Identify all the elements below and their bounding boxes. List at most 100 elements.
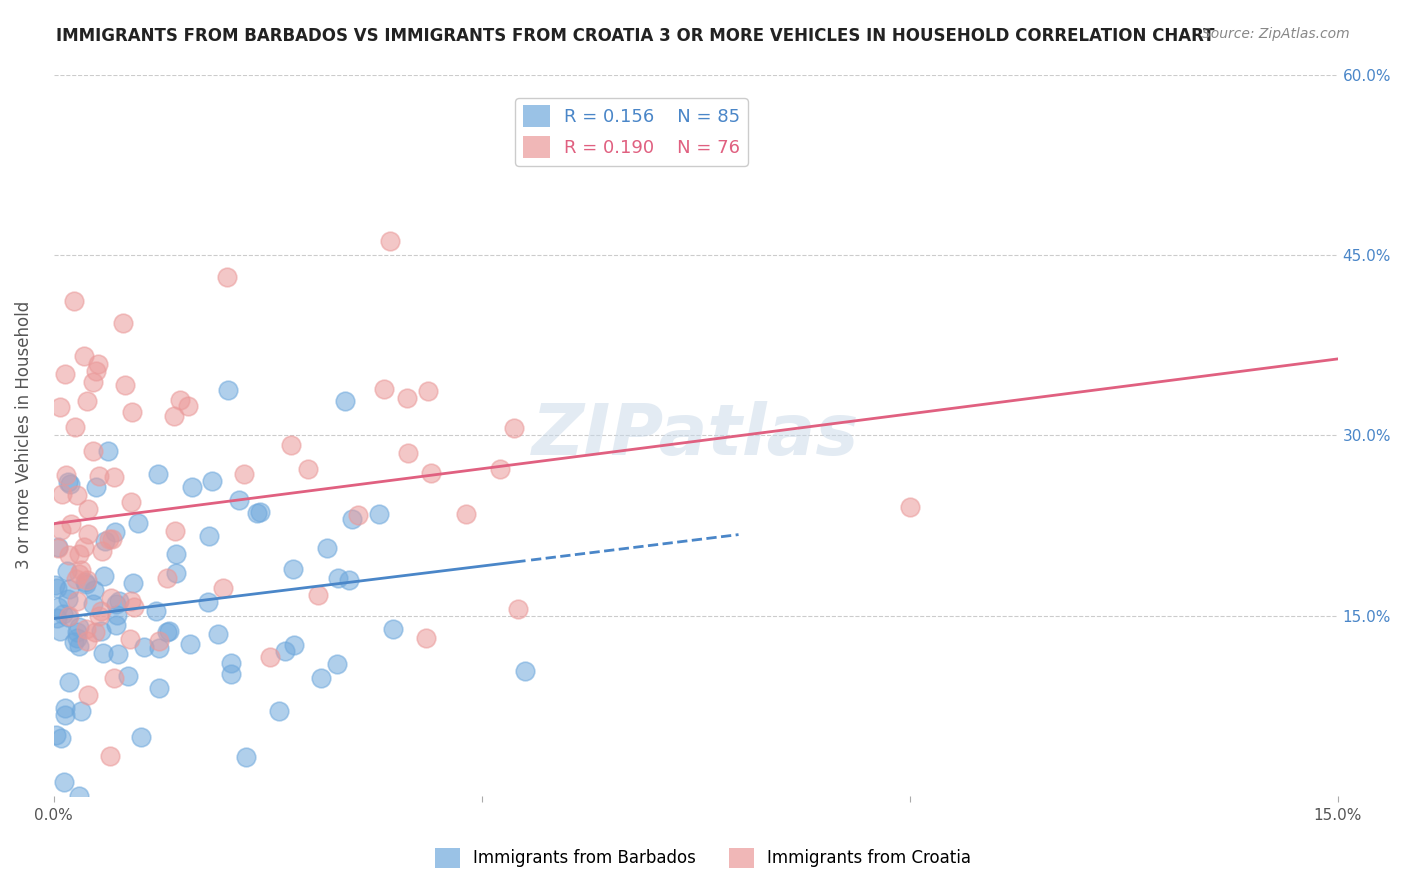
Immigrants from Croatia [100, 591, 122, 606]
Immigrants from Barbados [90, 624, 112, 638]
Immigrants from Barbados [49, 624, 72, 639]
Immigrants from Croatia [55, 467, 77, 482]
Immigrants from Barbados [48, 599, 70, 614]
Immigrants from Barbados [129, 730, 152, 744]
Immigrants from Barbados [228, 493, 250, 508]
Immigrants from Barbados [55, 700, 77, 714]
Y-axis label: 3 or more Vehicles in Household: 3 or more Vehicles in Household [15, 301, 32, 569]
Immigrants from Barbados [235, 750, 257, 764]
Immigrants from Croatia [420, 466, 443, 480]
Immigrants from Barbados [309, 671, 332, 685]
Immigrants from Barbados [217, 384, 239, 398]
Immigrants from Croatia [101, 532, 124, 546]
Text: Source: ZipAtlas.com: Source: ZipAtlas.com [1202, 27, 1350, 41]
Immigrants from Croatia [395, 392, 418, 406]
Immigrants from Croatia [100, 749, 122, 764]
Immigrants from Barbados [381, 622, 404, 636]
Immigrants from Barbados [97, 444, 120, 458]
Immigrants from Croatia [72, 541, 94, 555]
Immigrants from Croatia [69, 563, 91, 577]
Immigrants from Croatia [46, 541, 69, 555]
Immigrants from Croatia [232, 467, 254, 481]
Immigrants from Barbados [281, 562, 304, 576]
Immigrants from Barbados [246, 506, 269, 520]
Immigrants from Croatia [89, 609, 111, 624]
Text: ZIPatlas: ZIPatlas [531, 401, 859, 470]
Immigrants from Croatia [90, 603, 112, 617]
Immigrants from Croatia [347, 508, 370, 523]
Immigrants from Barbados [67, 789, 90, 803]
Immigrants from Barbados [63, 635, 86, 649]
Immigrants from Croatia [489, 462, 512, 476]
Immigrants from Barbados [207, 627, 229, 641]
Immigrants from Croatia [58, 609, 80, 624]
Immigrants from Barbados [117, 668, 139, 682]
Immigrants from Barbados [83, 582, 105, 597]
Immigrants from Barbados [267, 704, 290, 718]
Immigrants from Barbados [121, 575, 143, 590]
Immigrants from Barbados [58, 675, 80, 690]
Immigrants from Barbados [315, 541, 337, 555]
Immigrants from Croatia [169, 393, 191, 408]
Immigrants from Croatia [503, 421, 526, 435]
Immigrants from Barbados [165, 547, 187, 561]
Immigrants from Croatia [48, 401, 70, 415]
Immigrants from Barbados [94, 534, 117, 549]
Immigrants from Barbados [273, 644, 295, 658]
Legend: R = 0.156    N = 85, R = 0.190    N = 76: R = 0.156 N = 85, R = 0.190 N = 76 [516, 98, 748, 166]
Immigrants from Barbados [105, 608, 128, 623]
Immigrants from Barbados [46, 611, 69, 625]
Text: IMMIGRANTS FROM BARBADOS VS IMMIGRANTS FROM CROATIA 3 OR MORE VEHICLES IN HOUSEH: IMMIGRANTS FROM BARBADOS VS IMMIGRANTS F… [56, 27, 1215, 45]
Immigrants from Barbados [52, 607, 75, 622]
Immigrants from Barbados [180, 480, 202, 494]
Immigrants from Barbados [148, 681, 170, 696]
Immigrants from Barbados [335, 394, 357, 409]
Immigrants from Croatia [103, 469, 125, 483]
Immigrants from Croatia [177, 400, 200, 414]
Immigrants from Barbados [55, 708, 77, 723]
Immigrants from Barbados [132, 640, 155, 654]
Immigrants from Barbados [58, 582, 80, 596]
Immigrants from Barbados [107, 647, 129, 661]
Immigrants from Croatia [396, 445, 419, 459]
Immigrants from Barbados [66, 624, 89, 639]
Immigrants from Croatia [418, 384, 440, 399]
Immigrants from Barbados [46, 540, 69, 554]
Immigrants from Barbados [55, 564, 77, 578]
Immigrants from Croatia [89, 469, 111, 483]
Immigrants from Barbados [91, 646, 114, 660]
Immigrants from Croatia [307, 588, 329, 602]
Immigrants from Barbados [249, 505, 271, 519]
Immigrants from Croatia [51, 523, 73, 537]
Immigrants from Barbados [165, 566, 187, 580]
Immigrants from Croatia [76, 394, 98, 409]
Immigrants from Croatia [211, 581, 233, 595]
Immigrants from Croatia [373, 382, 395, 396]
Immigrants from Croatia [120, 593, 142, 607]
Legend: Immigrants from Barbados, Immigrants from Croatia: Immigrants from Barbados, Immigrants fro… [427, 841, 979, 875]
Immigrants from Croatia [77, 501, 100, 516]
Immigrants from Croatia [415, 632, 437, 646]
Immigrants from Barbados [104, 525, 127, 540]
Immigrants from Croatia [73, 349, 96, 363]
Immigrants from Croatia [148, 633, 170, 648]
Immigrants from Croatia [215, 270, 238, 285]
Immigrants from Barbados [67, 639, 90, 653]
Immigrants from Croatia [76, 574, 98, 588]
Immigrants from Barbados [69, 704, 91, 718]
Immigrants from Croatia [898, 500, 921, 514]
Immigrants from Barbados [49, 731, 72, 745]
Immigrants from Croatia [118, 632, 141, 646]
Immigrants from Croatia [259, 650, 281, 665]
Immigrants from Barbados [127, 516, 149, 530]
Immigrants from Croatia [297, 462, 319, 476]
Immigrants from Barbados [105, 618, 128, 632]
Immigrants from Croatia [60, 517, 83, 532]
Immigrants from Croatia [122, 599, 145, 614]
Immigrants from Croatia [58, 548, 80, 562]
Immigrants from Barbados [45, 727, 67, 741]
Immigrants from Croatia [82, 444, 104, 458]
Immigrants from Croatia [103, 671, 125, 685]
Immigrants from Barbados [148, 467, 170, 482]
Immigrants from Croatia [66, 594, 89, 608]
